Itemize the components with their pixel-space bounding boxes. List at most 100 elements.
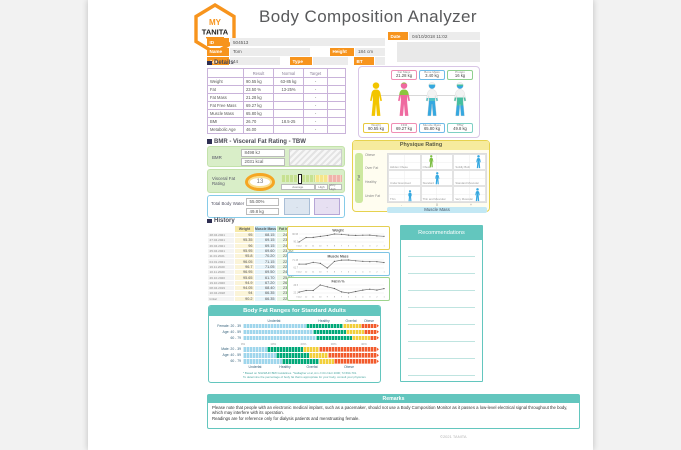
svg-text:3: 3 bbox=[369, 272, 371, 274]
type-label: Type bbox=[290, 57, 312, 65]
bodyfat-footnote-2: To determine the percentage of body fat … bbox=[243, 375, 367, 379]
svg-text:8: 8 bbox=[334, 272, 336, 274]
svg-text:11: 11 bbox=[312, 272, 315, 274]
svg-text:7: 7 bbox=[341, 246, 343, 248]
weight-tag: Weight 90.55 kg bbox=[363, 123, 389, 133]
bodyfat-segment-underfat bbox=[243, 323, 307, 329]
svg-text:5: 5 bbox=[355, 297, 357, 299]
bmr-kcal-value: 2031 kcal bbox=[241, 158, 285, 166]
physique-person-icon bbox=[428, 155, 435, 173]
bodyfat-axis-tick: 0% bbox=[240, 341, 246, 346]
ffm-tag: FFM 69.27 kg bbox=[391, 123, 417, 133]
section-bullet-icon bbox=[207, 60, 212, 66]
bodyfat-segment-overfat bbox=[351, 335, 370, 341]
physique-grid: Hidden Obese Obese Solidly Built Under Exer… bbox=[387, 153, 487, 203]
tbw-kg-value: 49.8 kg bbox=[246, 207, 279, 215]
svg-text:6: 6 bbox=[348, 272, 350, 274]
physique-xticks: - 0 + bbox=[401, 203, 472, 207]
name-label: Name bbox=[207, 47, 229, 56]
bodyfat-segment-healthy bbox=[315, 335, 352, 341]
bodyfat-segment-underfat bbox=[243, 347, 268, 352]
visceral-zone-high-label: High bbox=[315, 184, 328, 190]
name-value: Tom bbox=[230, 47, 310, 56]
svg-text:9: 9 bbox=[327, 246, 329, 248]
bodyfat-segment-underfat bbox=[243, 353, 277, 358]
history-section-title: History bbox=[214, 218, 235, 224]
section-bullet-icon bbox=[207, 139, 212, 144]
physique-cell-very-muscular: Very Muscular bbox=[453, 186, 486, 202]
protein-tag: Protein 16 kg bbox=[447, 70, 473, 80]
svg-text:Fat in %: Fat in % bbox=[332, 280, 345, 284]
details-row: Metabolic Age 46.00- bbox=[207, 125, 346, 134]
svg-text:71.15: 71.15 bbox=[292, 260, 298, 262]
svg-text:Muscle Mass: Muscle Mass bbox=[328, 255, 349, 259]
recommendation-line bbox=[408, 307, 475, 308]
svg-text:4: 4 bbox=[362, 272, 364, 274]
bodyfat-segment-overfat bbox=[318, 359, 334, 364]
muscle-mass-tag: Muscle Mass 65.80 kg bbox=[419, 123, 445, 133]
svg-text:3: 3 bbox=[369, 297, 371, 299]
bodyfat-ranges-panel: Body Fat Ranges for Standard Adults Unde… bbox=[208, 305, 381, 383]
bodyfat-segment-healthy bbox=[282, 359, 319, 364]
details-table: Result Normal Target Weight 90.55 kg 63-85 k… bbox=[207, 68, 346, 134]
svg-text:8: 8 bbox=[334, 297, 336, 299]
bodyfat-range-bar bbox=[243, 335, 379, 341]
history-table: Weight Muscle Mass Fat in % 28.04.2021 95 68… bbox=[207, 225, 295, 302]
bodyfat-title: Body Fat Ranges for Standard Adults bbox=[209, 306, 380, 316]
svg-text:9: 9 bbox=[327, 297, 329, 299]
svg-text:2: 2 bbox=[376, 246, 378, 248]
tbw-bar-2: - bbox=[314, 198, 340, 215]
bodyfat-segment-underfat bbox=[243, 335, 316, 341]
physique-cell-standard: Standard bbox=[420, 170, 454, 186]
bodyfat-row-label: Age: 40 - 59 bbox=[222, 329, 241, 334]
bodyfat-range-bar bbox=[243, 323, 379, 329]
details-section-header: Details bbox=[207, 60, 234, 66]
bodyfat-row-label: 60 - 79 bbox=[230, 359, 241, 363]
details-row: Weight 90.55 kg 63-85 kg - bbox=[207, 77, 346, 86]
weight-figure-icon bbox=[370, 82, 382, 116]
remarks-line-1: Please note that people with an electron… bbox=[212, 404, 568, 416]
svg-text:2: 2 bbox=[376, 272, 378, 274]
svg-text:11: 11 bbox=[312, 246, 315, 248]
header-blank-box bbox=[397, 42, 480, 62]
fat-history-chart: Fat in % 26.5 22.1 Initial 12 11 10 9 8 7 6 5 4 3 2 1 bbox=[287, 277, 390, 301]
tbw-bar-1: - bbox=[284, 198, 310, 215]
recommendations-panel: Recommendations bbox=[400, 225, 483, 382]
svg-text:8: 8 bbox=[334, 246, 336, 248]
bmr-box: BMR 8498 kJ 2031 kcal bbox=[207, 146, 345, 167]
remarks-panel: Remarks Please note that people with an … bbox=[207, 394, 580, 429]
svg-text:6: 6 bbox=[348, 246, 350, 248]
svg-text:7: 7 bbox=[341, 297, 343, 299]
physique-cell-solidly-built: Solidly Built bbox=[453, 154, 486, 170]
visceral-label: Visceral Fat Rating bbox=[212, 176, 236, 187]
svg-text:4: 4 bbox=[362, 246, 364, 248]
recommendation-line bbox=[408, 375, 475, 376]
physique-ylabel-obese: Obese bbox=[365, 153, 375, 157]
tbw-percent-value: 55.00% bbox=[246, 198, 279, 206]
bodyfat-segment-underfat bbox=[243, 359, 283, 364]
id-label: ID bbox=[207, 38, 229, 46]
bodyfat-row-label: Male: 20 - 39 bbox=[221, 347, 241, 351]
tbw-tag: TBW 49.8 kg bbox=[447, 123, 473, 133]
svg-text:61.7: 61.7 bbox=[294, 268, 299, 270]
tbw-box: Total Body Water 55.00% 49.8 kg - - bbox=[207, 195, 345, 218]
details-section-title: Details bbox=[214, 60, 234, 66]
figure-connector-line bbox=[376, 95, 460, 96]
bodyfat-segment-healthy bbox=[306, 323, 343, 329]
svg-text:1: 1 bbox=[383, 297, 385, 299]
bodyfat-segment-obese bbox=[334, 359, 379, 364]
history-section-header: History bbox=[207, 218, 235, 224]
physique-title: Physique Rating bbox=[353, 141, 489, 150]
bodyfat-segment-healthy bbox=[312, 329, 346, 335]
bodyfat-zone-bottom-healthy: Healthy bbox=[279, 365, 291, 369]
recommendation-line bbox=[408, 324, 475, 325]
physique-rating-panel: Physique Rating Fat Obese Over Fat Healt… bbox=[352, 140, 490, 213]
svg-text:Initial: Initial bbox=[297, 296, 302, 299]
history-header-row: Weight Muscle Mass Fat in % bbox=[207, 225, 295, 233]
bodyfat-axis-tick: 10% bbox=[270, 341, 277, 346]
physique-cell-obese: Obese bbox=[420, 154, 454, 173]
physique-person-icon bbox=[434, 172, 441, 190]
physique-cell-standard-muscular: Standard Muscular bbox=[453, 170, 486, 186]
